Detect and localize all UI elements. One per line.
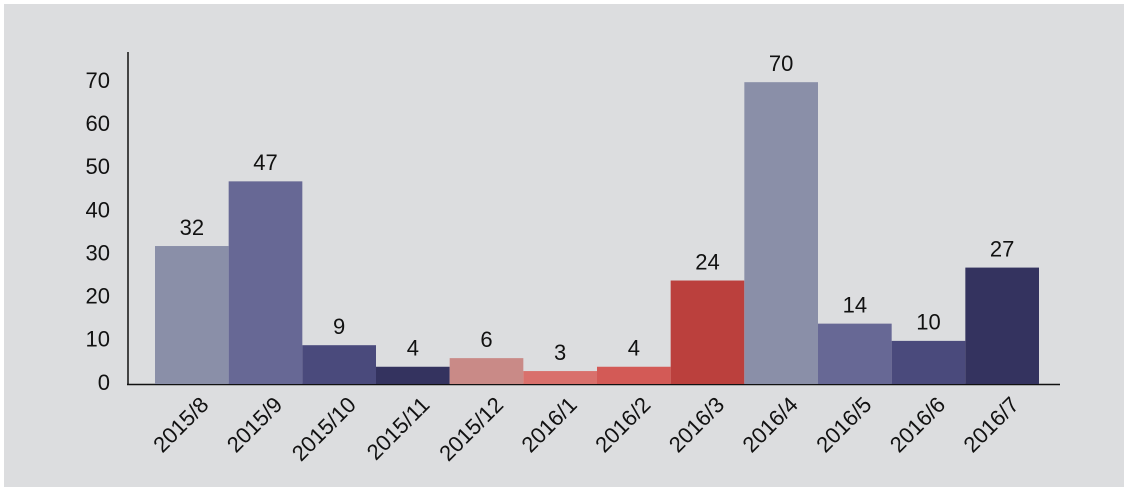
- bar: [670, 280, 745, 384]
- value-label: 27: [990, 236, 1014, 261]
- bar: [228, 181, 303, 384]
- bar: [891, 340, 966, 384]
- value-label: 10: [916, 310, 940, 335]
- y-tick-label: 30: [86, 240, 110, 265]
- bar: [376, 366, 450, 384]
- y-tick-label: 20: [86, 284, 110, 309]
- y-tick-label: 60: [86, 111, 110, 136]
- bar: [744, 82, 818, 384]
- y-tick-label: 0: [98, 370, 110, 395]
- value-label: 32: [180, 215, 204, 240]
- value-label: 4: [628, 336, 640, 361]
- value-label: 9: [333, 314, 345, 339]
- value-label: 70: [769, 51, 793, 76]
- chart-background: [4, 4, 1124, 487]
- value-label: 3: [554, 340, 566, 365]
- y-tick-label: 70: [86, 68, 110, 93]
- bar: [302, 345, 376, 384]
- bar: [965, 267, 1039, 384]
- y-tick-label: 50: [86, 154, 110, 179]
- bar: [449, 358, 524, 384]
- bar: [818, 323, 892, 384]
- value-label: 6: [480, 327, 492, 352]
- y-tick-label: 10: [86, 327, 110, 352]
- value-label: 14: [843, 292, 867, 317]
- bar: [523, 371, 597, 384]
- bar: [597, 366, 671, 384]
- value-label: 47: [253, 150, 277, 175]
- value-label: 4: [407, 336, 419, 361]
- bar: [155, 246, 229, 384]
- y-tick-label: 40: [86, 197, 110, 222]
- value-label: 24: [695, 249, 719, 274]
